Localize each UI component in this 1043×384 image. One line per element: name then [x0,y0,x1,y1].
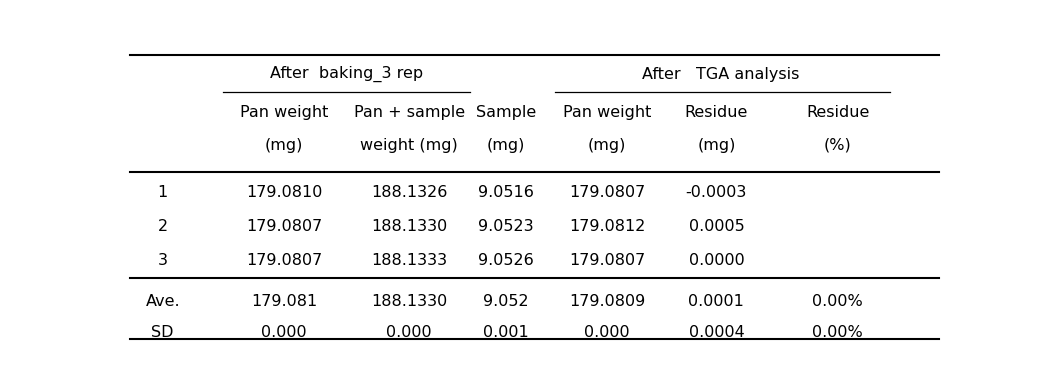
Text: Ave.: Ave. [145,295,180,310]
Text: 0.0005: 0.0005 [688,219,745,234]
Text: After  baking_3 rep: After baking_3 rep [270,66,423,82]
Text: 9.0523: 9.0523 [479,219,534,234]
Text: 179.0807: 179.0807 [246,219,322,234]
Text: 188.1326: 188.1326 [371,185,447,200]
Text: 179.081: 179.081 [250,295,317,310]
Text: 179.0807: 179.0807 [569,185,646,200]
Text: 3: 3 [157,253,168,268]
Text: 179.0809: 179.0809 [569,295,646,310]
Text: 0.0000: 0.0000 [688,253,745,268]
Text: (mg): (mg) [487,137,526,152]
Text: 188.1330: 188.1330 [371,295,447,310]
Text: Pan + sample: Pan + sample [354,105,465,120]
Text: 179.0812: 179.0812 [569,219,646,234]
Text: 2: 2 [157,219,168,234]
Text: After   TGA analysis: After TGA analysis [641,67,799,82]
Text: (mg): (mg) [265,137,304,152]
Text: 0.0004: 0.0004 [688,325,745,340]
Text: Pan weight: Pan weight [240,105,329,120]
Text: -0.0003: -0.0003 [685,185,747,200]
Text: Residue: Residue [806,105,870,120]
Text: 179.0807: 179.0807 [246,253,322,268]
Text: (%): (%) [824,137,851,152]
Text: (mg): (mg) [588,137,627,152]
Text: 9.0516: 9.0516 [479,185,534,200]
Text: 0.000: 0.000 [261,325,307,340]
Text: SD: SD [151,325,174,340]
Text: 0.00%: 0.00% [812,295,863,310]
Text: weight (mg): weight (mg) [361,137,458,152]
Text: 0.000: 0.000 [387,325,432,340]
Text: 179.0807: 179.0807 [569,253,646,268]
Text: 188.1330: 188.1330 [371,219,447,234]
Text: Sample: Sample [476,105,536,120]
Text: 0.001: 0.001 [483,325,529,340]
Text: 9.0526: 9.0526 [479,253,534,268]
Text: 188.1333: 188.1333 [371,253,447,268]
Text: 179.0810: 179.0810 [246,185,322,200]
Text: 9.052: 9.052 [484,295,529,310]
Text: 0.0001: 0.0001 [688,295,745,310]
Text: Residue: Residue [684,105,748,120]
Text: Pan weight: Pan weight [563,105,652,120]
Text: 1: 1 [157,185,168,200]
Text: 0.000: 0.000 [584,325,630,340]
Text: (mg): (mg) [697,137,735,152]
Text: 0.00%: 0.00% [812,325,863,340]
